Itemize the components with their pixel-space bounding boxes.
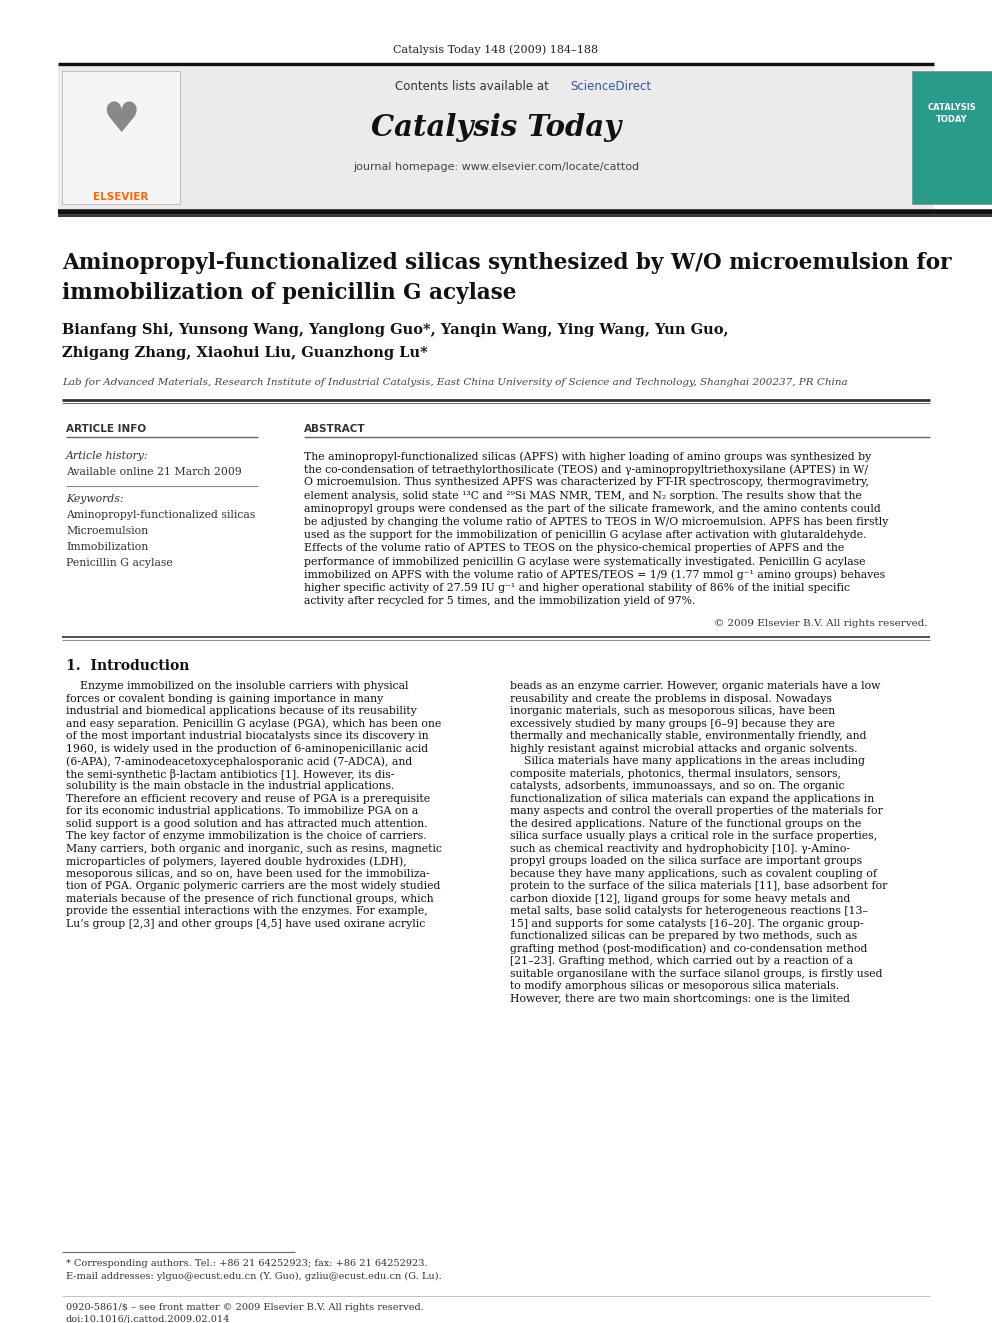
- Text: 1.  Introduction: 1. Introduction: [66, 659, 189, 673]
- Text: forces or covalent bonding is gaining importance in many: forces or covalent bonding is gaining im…: [66, 693, 383, 704]
- Text: 0920-5861/$ – see front matter © 2009 Elsevier B.V. All rights reserved.: 0920-5861/$ – see front matter © 2009 El…: [66, 1303, 424, 1312]
- Text: 1960, is widely used in the production of 6-aminopenicillanic acid: 1960, is widely used in the production o…: [66, 744, 429, 754]
- Text: Bianfang Shi, Yunsong Wang, Yanglong Guo*, Yanqin Wang, Ying Wang, Yun Guo,: Bianfang Shi, Yunsong Wang, Yanglong Guo…: [62, 323, 728, 337]
- Text: E-mail addresses: ylguo@ecust.edu.cn (Y. Guo), gzliu@ecust.edu.cn (G. Lu).: E-mail addresses: ylguo@ecust.edu.cn (Y.…: [66, 1271, 441, 1281]
- Text: Article history:: Article history:: [66, 451, 149, 460]
- Text: higher specific activity of 27.59 IU g⁻¹ and higher operational stability of 86%: higher specific activity of 27.59 IU g⁻¹…: [304, 583, 850, 593]
- Text: Penicillin G acylase: Penicillin G acylase: [66, 558, 173, 568]
- Text: Lab for Advanced Materials, Research Institute of Industrial Catalysis, East Chi: Lab for Advanced Materials, Research Ins…: [62, 378, 847, 388]
- Text: excessively studied by many groups [6–9] because they are: excessively studied by many groups [6–9]…: [510, 718, 835, 729]
- Text: propyl groups loaded on the silica surface are important groups: propyl groups loaded on the silica surfa…: [510, 856, 862, 867]
- Text: The aminopropyl-functionalized silicas (APFS) with higher loading of amino group: The aminopropyl-functionalized silicas (…: [304, 451, 871, 462]
- Text: CATALYSIS: CATALYSIS: [928, 103, 976, 112]
- Text: The key factor of enzyme immobilization is the choice of carriers.: The key factor of enzyme immobilization …: [66, 831, 427, 841]
- Text: [21–23]. Grafting method, which carried out by a reaction of a: [21–23]. Grafting method, which carried …: [510, 957, 853, 966]
- Text: protein to the surface of the silica materials [11], base adsorbent for: protein to the surface of the silica mat…: [510, 881, 888, 892]
- Text: catalysts, adsorbents, immunoassays, and so on. The organic: catalysts, adsorbents, immunoassays, and…: [510, 782, 844, 791]
- Text: performance of immobilized penicillin G acylase were systematically investigated: performance of immobilized penicillin G …: [304, 557, 865, 566]
- Text: grafting method (post-modification) and co-condensation method: grafting method (post-modification) and …: [510, 943, 867, 954]
- Bar: [62, 71, 180, 204]
- Text: composite materials, photonics, thermal insulators, sensors,: composite materials, photonics, thermal …: [510, 769, 841, 779]
- Text: Available online 21 March 2009: Available online 21 March 2009: [66, 467, 242, 478]
- Text: Aminopropyl-functionalized silicas synthesized by W/O microemulsion for: Aminopropyl-functionalized silicas synth…: [62, 251, 951, 274]
- Text: and easy separation. Penicillin G acylase (PGA), which has been one: and easy separation. Penicillin G acylas…: [66, 718, 441, 729]
- Text: the semi-synthetic β-lactam antibiotics [1]. However, its dis-: the semi-synthetic β-lactam antibiotics …: [66, 769, 395, 779]
- Text: such as chemical reactivity and hydrophobicity [10]. γ-Amino-: such as chemical reactivity and hydropho…: [510, 844, 850, 853]
- Text: suitable organosilane with the surface silanol groups, is firstly used: suitable organosilane with the surface s…: [510, 968, 883, 979]
- Text: ♥: ♥: [102, 99, 140, 142]
- Text: * Corresponding authors. Tel.: +86 21 64252923; fax: +86 21 64252923.: * Corresponding authors. Tel.: +86 21 64…: [66, 1259, 428, 1267]
- Text: be adjusted by changing the volume ratio of APTES to TEOS in W/O microemulsion. : be adjusted by changing the volume ratio…: [304, 517, 889, 527]
- Text: functionalization of silica materials can expand the applications in: functionalization of silica materials ca…: [510, 794, 874, 804]
- Text: of the most important industrial biocatalysts since its discovery in: of the most important industrial biocata…: [66, 732, 429, 741]
- Text: journal homepage: www.elsevier.com/locate/cattod: journal homepage: www.elsevier.com/locat…: [353, 161, 639, 172]
- Text: provide the essential interactions with the enzymes. For example,: provide the essential interactions with …: [66, 906, 428, 917]
- Text: carbon dioxide [12], ligand groups for some heavy metals and: carbon dioxide [12], ligand groups for s…: [510, 894, 850, 904]
- Text: (6-APA), 7-aminodeacetoxycephalosporanic acid (7-ADCA), and: (6-APA), 7-aminodeacetoxycephalosporanic…: [66, 757, 413, 767]
- Text: Many carriers, both organic and inorganic, such as resins, magnetic: Many carriers, both organic and inorgani…: [66, 844, 441, 853]
- Text: solubility is the main obstacle in the industrial applications.: solubility is the main obstacle in the i…: [66, 782, 395, 791]
- Text: Silica materials have many applications in the areas including: Silica materials have many applications …: [510, 757, 865, 766]
- Text: immobilized on APFS with the volume ratio of APTES/TEOS = 1/9 (1.77 mmol g⁻¹ ami: immobilized on APFS with the volume rati…: [304, 570, 885, 581]
- Text: for its economic industrial applications. To immobilize PGA on a: for its economic industrial applications…: [66, 807, 419, 816]
- Text: However, there are two main shortcomings: one is the limited: However, there are two main shortcomings…: [510, 994, 850, 1004]
- Text: © 2009 Elsevier B.V. All rights reserved.: © 2009 Elsevier B.V. All rights reserved…: [714, 619, 928, 628]
- Text: ELSEVIER: ELSEVIER: [93, 192, 149, 202]
- Text: immobilization of penicillin G acylase: immobilization of penicillin G acylase: [62, 282, 517, 304]
- Text: the co-condensation of tetraethylorthosilicate (TEOS) and γ-aminopropyltriethoxy: the co-condensation of tetraethylorthosi…: [304, 464, 868, 475]
- Text: aminopropyl groups were condensed as the part of the silicate framework, and the: aminopropyl groups were condensed as the…: [304, 504, 881, 513]
- Text: highly resistant against microbial attacks and organic solvents.: highly resistant against microbial attac…: [510, 744, 857, 754]
- Text: ARTICLE INFO: ARTICLE INFO: [66, 423, 146, 434]
- Text: Aminopropyl-functionalized silicas: Aminopropyl-functionalized silicas: [66, 509, 255, 520]
- Text: Enzyme immobilized on the insoluble carriers with physical: Enzyme immobilized on the insoluble carr…: [66, 681, 409, 692]
- Text: used as the support for the immobilization of penicillin G acylase after activat: used as the support for the immobilizati…: [304, 531, 866, 540]
- Text: 15] and supports for some catalysts [16–20]. The organic group-: 15] and supports for some catalysts [16–…: [510, 919, 864, 929]
- Bar: [58, 67, 934, 209]
- Text: element analysis, solid state ¹³C and ²⁹Si MAS NMR, TEM, and N₂ sorption. The re: element analysis, solid state ¹³C and ²⁹…: [304, 491, 862, 500]
- Text: Therefore an efficient recovery and reuse of PGA is a prerequisite: Therefore an efficient recovery and reus…: [66, 794, 431, 804]
- Text: silica surface usually plays a critical role in the surface properties,: silica surface usually plays a critical …: [510, 831, 877, 841]
- Text: microparticles of polymers, layered double hydroxides (LDH),: microparticles of polymers, layered doub…: [66, 856, 407, 867]
- Text: tion of PGA. Organic polymeric carriers are the most widely studied: tion of PGA. Organic polymeric carriers …: [66, 881, 440, 892]
- Text: activity after recycled for 5 times, and the immobilization yield of 97%.: activity after recycled for 5 times, and…: [304, 597, 695, 606]
- Text: many aspects and control the overall properties of the materials for: many aspects and control the overall pro…: [510, 807, 883, 816]
- Text: materials because of the presence of rich functional groups, which: materials because of the presence of ric…: [66, 894, 434, 904]
- Text: Immobilization: Immobilization: [66, 542, 148, 552]
- Bar: [912, 71, 992, 204]
- Text: Catalysis Today: Catalysis Today: [371, 114, 621, 143]
- Text: ScienceDirect: ScienceDirect: [570, 81, 651, 94]
- Text: beads as an enzyme carrier. However, organic materials have a low: beads as an enzyme carrier. However, org…: [510, 681, 880, 692]
- Text: functionalized silicas can be prepared by two methods, such as: functionalized silicas can be prepared b…: [510, 931, 857, 942]
- Text: TODAY: TODAY: [936, 115, 968, 124]
- Text: reusability and create the problems in disposal. Nowadays: reusability and create the problems in d…: [510, 693, 832, 704]
- Text: mesoporous silicas, and so on, have been used for the immobiliza-: mesoporous silicas, and so on, have been…: [66, 869, 430, 878]
- Text: O microemulsion. Thus synthesized APFS was characterized by FT-IR spectroscopy, : O microemulsion. Thus synthesized APFS w…: [304, 478, 869, 487]
- Text: to modify amorphous silicas or mesoporous silica materials.: to modify amorphous silicas or mesoporou…: [510, 982, 839, 991]
- Text: metal salts, base solid catalysts for heterogeneous reactions [13–: metal salts, base solid catalysts for he…: [510, 906, 868, 917]
- Text: ABSTRACT: ABSTRACT: [304, 423, 366, 434]
- Text: solid support is a good solution and has attracted much attention.: solid support is a good solution and has…: [66, 819, 428, 830]
- Text: the desired applications. Nature of the functional groups on the: the desired applications. Nature of the …: [510, 819, 861, 830]
- Text: Zhigang Zhang, Xiaohui Liu, Guanzhong Lu*: Zhigang Zhang, Xiaohui Liu, Guanzhong Lu…: [62, 347, 428, 360]
- Text: Effects of the volume ratio of APTES to TEOS on the physico-chemical properties : Effects of the volume ratio of APTES to …: [304, 544, 844, 553]
- Text: doi:10.1016/j.cattod.2009.02.014: doi:10.1016/j.cattod.2009.02.014: [66, 1315, 230, 1323]
- Text: industrial and biomedical applications because of its reusability: industrial and biomedical applications b…: [66, 706, 417, 716]
- Text: Contents lists available at: Contents lists available at: [395, 81, 553, 94]
- Text: thermally and mechanically stable, environmentally friendly, and: thermally and mechanically stable, envir…: [510, 732, 866, 741]
- Text: because they have many applications, such as covalent coupling of: because they have many applications, suc…: [510, 869, 877, 878]
- Text: Lu’s group [2,3] and other groups [4,5] have used oxirane acrylic: Lu’s group [2,3] and other groups [4,5] …: [66, 919, 426, 929]
- Text: inorganic materials, such as mesoporous silicas, have been: inorganic materials, such as mesoporous …: [510, 706, 835, 716]
- Text: Catalysis Today 148 (2009) 184–188: Catalysis Today 148 (2009) 184–188: [394, 45, 598, 56]
- Text: Microemulsion: Microemulsion: [66, 527, 148, 536]
- Text: Keywords:: Keywords:: [66, 493, 124, 504]
